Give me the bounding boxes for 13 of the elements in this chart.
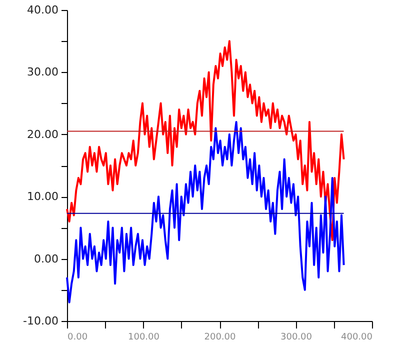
line-series xyxy=(66,120,345,304)
x-tick-label: 100.00 xyxy=(128,332,160,342)
y-tick-label: 0.00 xyxy=(34,252,58,266)
x-tick-label: 400.00 xyxy=(341,332,373,342)
y-tick-label: 10.00 xyxy=(27,190,58,204)
x-tick-label: 0.00 xyxy=(68,332,88,342)
x-tick-label: 300.00 xyxy=(280,332,312,342)
x-tick-label: 200.00 xyxy=(204,332,236,342)
y-tick-label: 40.00 xyxy=(27,4,58,16)
y-tick-label: -10.00 xyxy=(23,314,58,328)
line-series xyxy=(66,40,345,242)
y-tick-label: 30.00 xyxy=(27,66,58,79)
y-tick-label: 20.00 xyxy=(27,128,58,141)
